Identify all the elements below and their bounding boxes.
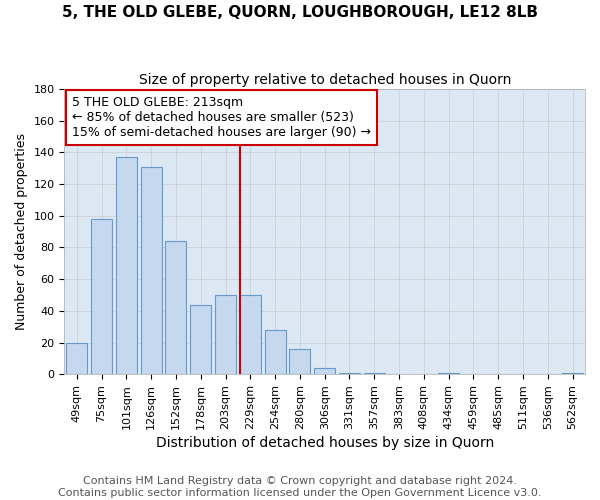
Text: Contains HM Land Registry data © Crown copyright and database right 2024.
Contai: Contains HM Land Registry data © Crown c… [58, 476, 542, 498]
Bar [66, 342, 88, 374]
Title: Size of property relative to detached houses in Quorn: Size of property relative to detached ho… [139, 72, 511, 86]
Text: 5, THE OLD GLEBE, QUORN, LOUGHBOROUGH, LE12 8LB: 5, THE OLD GLEBE, QUORN, LOUGHBOROUGH, L… [62, 5, 538, 20]
Bar [364, 372, 385, 374]
Bar [116, 157, 137, 374]
Bar [265, 330, 286, 374]
Bar [240, 295, 261, 374]
Bar [166, 241, 187, 374]
X-axis label: Distribution of detached houses by size in Quorn: Distribution of detached houses by size … [155, 436, 494, 450]
Bar [314, 368, 335, 374]
Bar [339, 372, 360, 374]
Bar [91, 219, 112, 374]
Bar [289, 349, 310, 374]
Bar [190, 304, 211, 374]
Text: 5 THE OLD GLEBE: 213sqm
← 85% of detached houses are smaller (523)
15% of semi-d: 5 THE OLD GLEBE: 213sqm ← 85% of detache… [72, 96, 371, 139]
Bar [215, 295, 236, 374]
Bar [562, 372, 583, 374]
Bar [140, 166, 162, 374]
Bar [438, 372, 459, 374]
Y-axis label: Number of detached properties: Number of detached properties [15, 133, 28, 330]
